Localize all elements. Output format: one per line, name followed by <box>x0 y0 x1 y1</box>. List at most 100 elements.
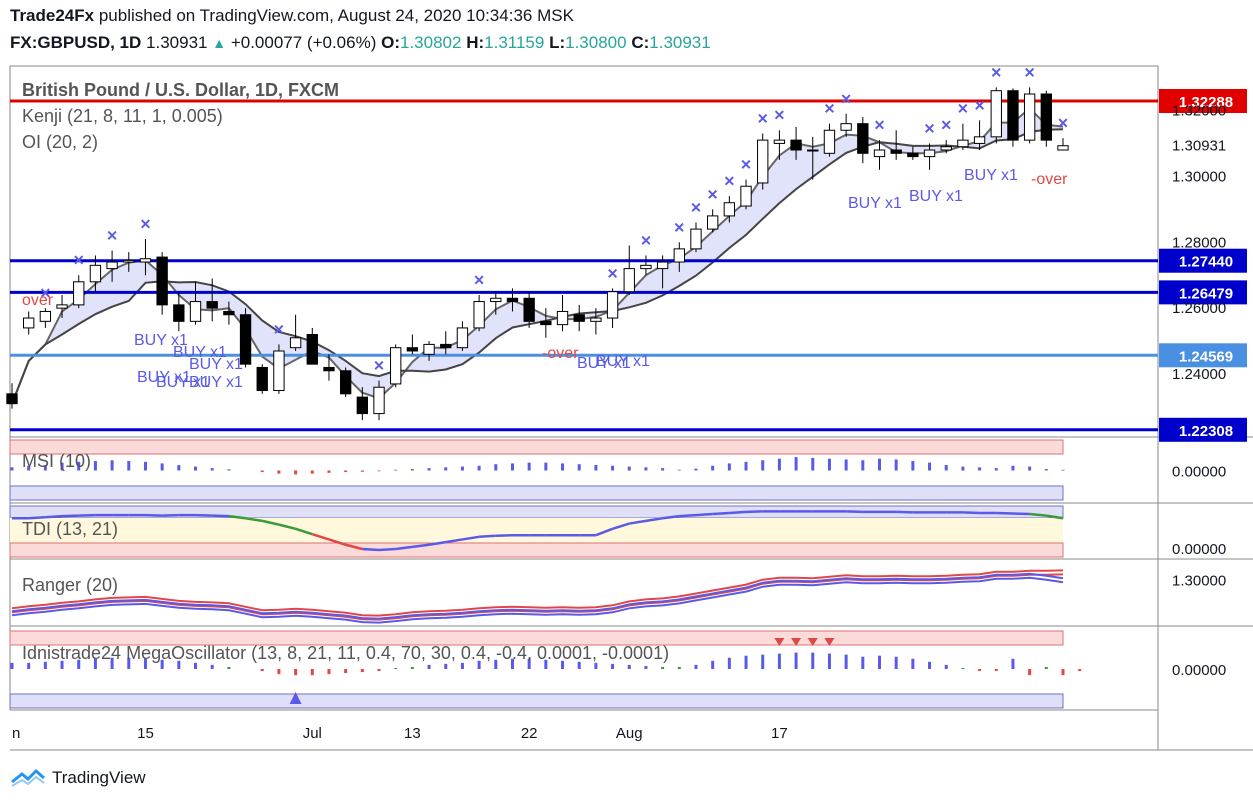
candle-body <box>506 297 519 303</box>
signal-annotation: BUY x1 <box>596 353 650 370</box>
candle-body <box>456 327 469 349</box>
ranger-line <box>11 569 1064 617</box>
tdi-lower-zone <box>9 542 1064 558</box>
tdi-line-segment <box>412 543 430 549</box>
up-triangle-icon: ▲ <box>212 35 227 51</box>
signal-annotation: BUY x1 <box>577 355 631 372</box>
price-tick-label: 1.28000 <box>1172 234 1226 251</box>
megaoscillator-title: Idnistrade24 MegaOscillator (13, 8, 21, … <box>22 643 669 663</box>
tdi-line-segment <box>1012 512 1030 516</box>
tdi-line-segment <box>395 545 413 551</box>
tdi-line-segment <box>62 514 79 518</box>
cross-marker: ✕ <box>707 186 719 202</box>
candle-body <box>173 304 185 322</box>
publish-info: Trade24Fx published on TradingView.com, … <box>10 6 574 26</box>
candle-body <box>306 334 318 365</box>
tdi-line-segment <box>629 519 647 525</box>
ranger-line <box>11 573 1064 621</box>
candle-body <box>406 347 419 352</box>
candle-body <box>273 350 285 392</box>
tdi-line-segment <box>28 515 46 520</box>
time-axis-label: 15 <box>137 725 154 742</box>
level-price-label: 1.27440 <box>1179 254 1233 271</box>
cross-marker: ✕ <box>673 219 685 235</box>
candle-body <box>840 123 852 131</box>
msi-title: MSI (10) <box>22 451 91 471</box>
candle-body <box>923 149 936 158</box>
signal-annotation: BUY x1 <box>848 195 902 212</box>
tdi-line-segment <box>445 538 463 544</box>
tdi-line-segment <box>162 513 179 517</box>
candle-body <box>239 314 252 365</box>
candle-body <box>339 370 352 395</box>
candle-body <box>123 259 135 263</box>
candle-body <box>256 366 268 392</box>
mega-upper-zone <box>9 630 1064 646</box>
tdi-line-segment <box>311 532 330 541</box>
tdi-line-segment <box>679 513 697 518</box>
signal-annotation: BUY x1 <box>964 167 1018 184</box>
tdi-line-segment <box>1029 512 1047 517</box>
candle-body <box>673 248 685 263</box>
low-value: 1.30800 <box>565 33 627 52</box>
high-label: H: <box>466 33 485 52</box>
candle-body <box>56 304 68 309</box>
cross-marker: ✕ <box>273 321 285 337</box>
mega-lower-zone <box>9 693 1064 709</box>
candle-body <box>206 301 218 309</box>
candle-body <box>39 310 52 322</box>
candle-body <box>723 202 736 217</box>
price-tick-label: 1.30000 <box>1172 168 1226 185</box>
tdi-line-segment <box>745 510 763 514</box>
tdi-line-segment <box>245 517 263 523</box>
publisher-name: Trade24Fx <box>10 6 95 25</box>
msi-upper-zone <box>9 439 1064 455</box>
cross-marker: ✕ <box>990 64 1002 80</box>
tdi-line-segment <box>896 510 913 514</box>
signal-annotation: BUY x1 <box>134 332 188 349</box>
cross-marker: ✕ <box>73 252 85 268</box>
tdi-line-segment <box>645 517 663 523</box>
candle-body <box>23 317 35 329</box>
msi-tick-label: 0.00000 <box>1172 464 1226 481</box>
tdi-line-segment <box>729 510 747 515</box>
tdi-line-segment <box>345 543 363 551</box>
candle-body <box>957 139 969 148</box>
oi-indicator-label: OI (20, 2) <box>22 132 98 152</box>
time-axis-label: Aug <box>616 725 643 742</box>
candle-body <box>656 261 669 270</box>
change-value: +0.00077 (+0.06%) <box>230 33 377 52</box>
candle-body <box>590 317 602 322</box>
open-label: O: <box>381 33 400 52</box>
mega-sell-triangle-icon <box>824 638 835 646</box>
tdi-line-segment <box>1046 514 1064 520</box>
candle-body <box>139 258 152 263</box>
kenji-indicator-label: Kenji (21, 8, 11, 1, 0.005) <box>22 106 223 126</box>
level-price-tag <box>1159 248 1247 273</box>
close-label: C: <box>631 33 650 52</box>
candle-body <box>690 228 702 250</box>
candle-body <box>790 139 802 151</box>
symbol-label: FX:GBPUSD, 1D <box>10 33 142 52</box>
candle-body <box>423 343 435 355</box>
cross-marker: ✕ <box>957 101 969 117</box>
mega-buy-triangle-icon <box>289 692 302 704</box>
candle-body <box>890 149 902 154</box>
candle-body <box>823 129 836 154</box>
candle-body <box>757 139 769 184</box>
time-axis-label: 13 <box>404 725 421 742</box>
cross-marker: ✕ <box>940 117 952 133</box>
mega-sell-triangle-icon <box>791 638 802 646</box>
tradingview-brand: TradingView <box>52 768 146 787</box>
high-value: 1.31159 <box>484 33 545 52</box>
ranger-line <box>11 572 1064 620</box>
ranger-title: Ranger (20) <box>22 575 118 595</box>
low-label: L: <box>549 33 566 52</box>
cross-marker: ✕ <box>924 120 936 136</box>
candle-body <box>1023 93 1036 141</box>
candle-body <box>490 297 502 303</box>
time-axis-label: 22 <box>521 725 538 742</box>
candle-body <box>973 136 986 144</box>
level-price-label: 1.22308 <box>1179 423 1233 440</box>
